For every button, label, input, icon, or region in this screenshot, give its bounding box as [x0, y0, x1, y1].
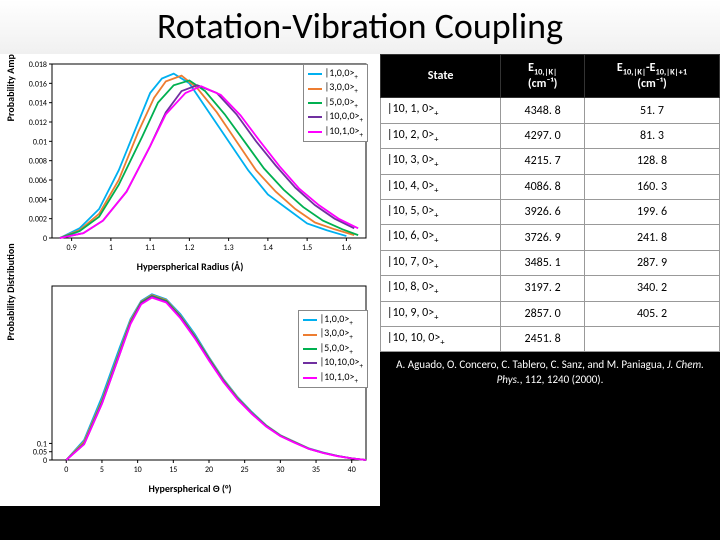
legend-item: |10,1,0>+ [308, 125, 363, 139]
energy-table: State E10,|K| (cm⁻¹) E10,|K|-E10,|K|+1 (… [380, 54, 720, 352]
chart-bottom-xlabel: Hyperspherical Θ (°) [6, 480, 374, 497]
chart-top: Probability Amplitude 00.0020.0040.0060.… [6, 58, 374, 276]
svg-text:0.01: 0.01 [33, 137, 47, 147]
svg-text:1.2: 1.2 [184, 243, 194, 253]
chart-top-xlabel: Hyperspherical Radius (Å) [6, 258, 374, 275]
svg-text:1.3: 1.3 [224, 243, 234, 253]
svg-text:0.016: 0.016 [29, 79, 47, 89]
svg-text:0.006: 0.006 [29, 176, 47, 186]
svg-text:0.008: 0.008 [29, 157, 47, 167]
legend-item: |10,0,0>+ [308, 110, 363, 124]
table-row: |10, 9, 0>+2857. 0405. 2 [381, 301, 720, 326]
table-row: |10, 2, 0>+4297. 081. 3 [381, 123, 720, 148]
svg-text:1.4: 1.4 [263, 243, 273, 253]
svg-text:15: 15 [169, 465, 177, 475]
table-row: |10, 4, 0>+4086. 8160. 3 [381, 174, 720, 199]
charts-column: Probability Amplitude 00.0020.0040.0060.… [0, 54, 380, 506]
legend-item: |3,0,0>+ [303, 327, 363, 341]
table-body: |10, 1, 0>+4348. 851. 7|10, 2, 0>+4297. … [381, 98, 720, 352]
svg-text:0.9: 0.9 [67, 243, 77, 253]
table-row: |10, 1, 0>+4348. 851. 7 [381, 98, 720, 123]
svg-text:0: 0 [43, 234, 47, 244]
svg-text:0.014: 0.014 [29, 99, 47, 109]
table-row: |10, 6, 0>+3726. 9241. 8 [381, 225, 720, 250]
chart-top-legend: |1,0,0>+|3,0,0>+|5,0,0>+|10,0,0>+|10,1,0… [303, 64, 368, 142]
svg-text:35: 35 [312, 465, 320, 475]
page-title: Rotation-Vibration Coupling [0, 0, 720, 54]
svg-text:40: 40 [348, 465, 356, 475]
table-header-state: State [381, 55, 501, 98]
svg-text:0.004: 0.004 [29, 195, 47, 205]
chart-bottom: Probability Distribution 00.050.10510152… [6, 280, 374, 498]
svg-text:0.018: 0.018 [29, 60, 47, 70]
table-header-e2: E10,|K|-E10,|K|+1 (cm⁻¹) [584, 55, 719, 98]
right-panel: State E10,|K| (cm⁻¹) E10,|K|-E10,|K|+1 (… [380, 54, 720, 506]
content-area: Probability Amplitude 00.0020.0040.0060.… [0, 54, 720, 506]
svg-text:0: 0 [64, 465, 68, 475]
svg-text:10: 10 [134, 465, 142, 475]
svg-text:1.6: 1.6 [341, 243, 351, 253]
chart-bottom-legend: |1,0,0>+|3,0,0>+|5,0,0>+|10,10,0>+|10,1,… [298, 310, 368, 388]
legend-item: |5,0,0>+ [303, 342, 363, 356]
svg-text:0.002: 0.002 [29, 215, 47, 225]
svg-text:1.1: 1.1 [145, 243, 155, 253]
legend-item: |1,0,0>+ [308, 67, 363, 81]
svg-text:0.1: 0.1 [37, 439, 47, 449]
chart-bottom-ylabel: Probability Distribution [4, 243, 17, 340]
table-row: |10, 5, 0>+3926. 6199. 6 [381, 199, 720, 224]
legend-item: |3,0,0>+ [308, 81, 363, 95]
legend-item: |5,0,0>+ [308, 96, 363, 110]
table-row: |10, 8, 0>+3197. 2340. 2 [381, 276, 720, 301]
table-row: |10, 3, 0>+4215. 7128. 8 [381, 149, 720, 174]
legend-item: |1,0,0>+ [303, 313, 363, 327]
legend-item: |10,1,0>+ [303, 371, 363, 385]
table-row: |10, 10, 0>+2451. 8 [381, 326, 720, 351]
legend-item: |10,10,0>+ [303, 356, 363, 370]
svg-text:25: 25 [241, 465, 249, 475]
svg-text:20: 20 [205, 465, 213, 475]
citation: A. Aguado, O. Concero, C. Tablero, C. Sa… [380, 352, 720, 393]
svg-text:5: 5 [100, 465, 104, 475]
svg-text:30: 30 [276, 465, 284, 475]
table-header-e1: E10,|K| (cm⁻¹) [501, 55, 585, 98]
svg-text:1.5: 1.5 [302, 243, 312, 253]
svg-text:0.012: 0.012 [29, 118, 47, 128]
table-row: |10, 7, 0>+3485. 1287. 9 [381, 250, 720, 275]
svg-text:1: 1 [109, 243, 113, 253]
